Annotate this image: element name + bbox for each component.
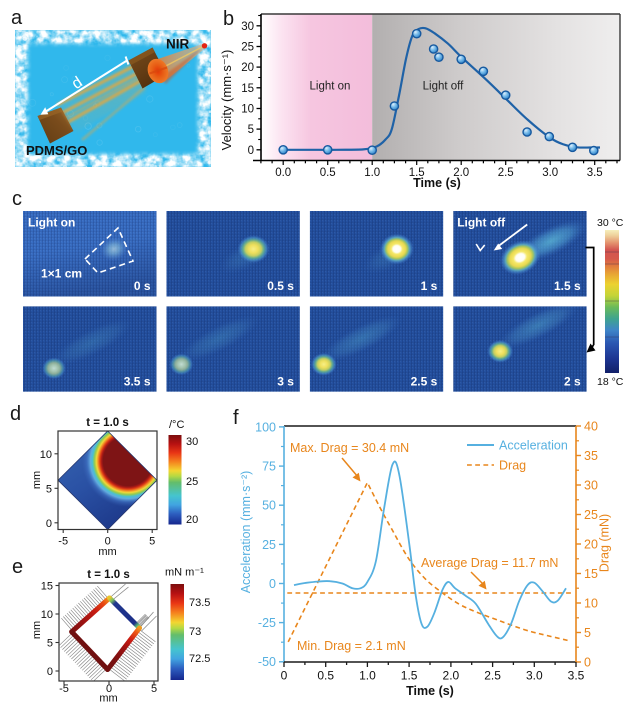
- svg-text:73: 73: [189, 626, 201, 638]
- svg-text:0 s: 0 s: [134, 279, 151, 293]
- svg-text:Drag: Drag: [499, 459, 526, 473]
- svg-text:5: 5: [149, 536, 155, 548]
- svg-text:30: 30: [584, 478, 598, 492]
- svg-text:-5: -5: [58, 536, 68, 548]
- svg-text:2.0: 2.0: [443, 669, 460, 683]
- svg-text:d: d: [10, 403, 21, 425]
- svg-text:3.0: 3.0: [542, 167, 558, 179]
- svg-text:-25: -25: [258, 616, 276, 630]
- svg-text:2 s: 2 s: [564, 374, 581, 388]
- svg-text:1.0: 1.0: [359, 669, 376, 683]
- svg-text:a: a: [11, 7, 23, 29]
- svg-text:mN m⁻¹: mN m⁻¹: [165, 567, 204, 579]
- svg-text:mm: mm: [31, 471, 43, 489]
- svg-text:mm: mm: [98, 546, 116, 558]
- svg-text:15: 15: [584, 567, 598, 581]
- svg-text:40: 40: [584, 419, 598, 433]
- svg-text:-5: -5: [59, 683, 69, 695]
- svg-text:15: 15: [241, 83, 254, 95]
- svg-text:10: 10: [41, 609, 53, 621]
- svg-text:0: 0: [47, 666, 53, 678]
- svg-text:1 s: 1 s: [421, 279, 438, 293]
- svg-text:0: 0: [106, 683, 112, 695]
- svg-text:10: 10: [40, 449, 52, 461]
- svg-text:NIR: NIR: [166, 37, 190, 52]
- svg-text:3.5 s: 3.5 s: [124, 374, 151, 388]
- svg-text:0: 0: [269, 577, 276, 591]
- svg-text:25: 25: [186, 476, 198, 488]
- svg-text:Light on: Light on: [28, 216, 75, 230]
- svg-text:1.0: 1.0: [364, 167, 380, 179]
- svg-text:0.5: 0.5: [320, 167, 336, 179]
- svg-text:-50: -50: [258, 655, 276, 669]
- svg-text:35: 35: [584, 449, 598, 463]
- svg-text:0: 0: [46, 518, 52, 530]
- svg-text:mm: mm: [99, 693, 117, 705]
- svg-text:20: 20: [241, 62, 254, 74]
- svg-text:30 °C: 30 °C: [597, 217, 624, 229]
- svg-text:5: 5: [151, 683, 157, 695]
- svg-text:15: 15: [41, 581, 53, 593]
- svg-text:Drag (mN): Drag (mN): [598, 514, 612, 572]
- svg-text:c: c: [12, 188, 22, 210]
- svg-text:3.5: 3.5: [587, 167, 603, 179]
- svg-text:73.5: 73.5: [189, 597, 210, 609]
- svg-text:10: 10: [241, 103, 254, 115]
- svg-text:2.5: 2.5: [498, 167, 514, 179]
- svg-text:Light off: Light off: [423, 81, 465, 93]
- svg-text:mm: mm: [31, 621, 43, 639]
- svg-text:100: 100: [255, 420, 276, 434]
- svg-text:3.5: 3.5: [568, 669, 585, 683]
- svg-text:0.0: 0.0: [275, 167, 291, 179]
- svg-text:Average Drag = 11.7 mN: Average Drag = 11.7 mN: [421, 556, 558, 570]
- svg-text:72.5: 72.5: [189, 653, 210, 665]
- svg-text:Time (s): Time (s): [413, 176, 461, 190]
- svg-text:2.5: 2.5: [484, 669, 501, 683]
- svg-text:25: 25: [241, 41, 254, 53]
- svg-text:0.5: 0.5: [317, 669, 334, 683]
- svg-text:2.5 s: 2.5 s: [411, 374, 438, 388]
- svg-text:20: 20: [186, 514, 198, 526]
- svg-text:f: f: [233, 407, 239, 429]
- svg-text:Acceleration: Acceleration: [499, 439, 568, 453]
- svg-text:0.5 s: 0.5 s: [267, 279, 294, 293]
- svg-text:50: 50: [262, 499, 276, 513]
- svg-text:5: 5: [46, 483, 52, 495]
- svg-text:/°C: /°C: [169, 419, 184, 431]
- svg-text:t = 1.0 s: t = 1.0 s: [87, 569, 130, 581]
- svg-text:Velocity (mm·s⁻¹): Velocity (mm·s⁻¹): [219, 50, 234, 151]
- svg-text:t = 1.0 s: t = 1.0 s: [86, 417, 129, 429]
- svg-text:Light on: Light on: [310, 81, 351, 93]
- svg-text:1×1 cm: 1×1 cm: [41, 267, 82, 281]
- svg-text:75: 75: [262, 459, 276, 473]
- svg-text:3.0: 3.0: [526, 669, 543, 683]
- svg-text:b: b: [223, 8, 234, 30]
- svg-text:Time (s): Time (s): [406, 684, 454, 698]
- svg-text:Min. Drag = 2.1 mN: Min. Drag = 2.1 mN: [297, 639, 406, 653]
- svg-text:Acceleration (mm·s⁻²): Acceleration (mm·s⁻²): [239, 471, 253, 594]
- svg-text:0: 0: [584, 655, 591, 669]
- svg-text:Max. Drag = 30.4 mN: Max. Drag = 30.4 mN: [290, 441, 409, 455]
- svg-text:10: 10: [584, 596, 598, 610]
- svg-text:e: e: [12, 556, 23, 578]
- svg-text:0: 0: [281, 669, 288, 683]
- svg-text:1.5 s: 1.5 s: [554, 279, 581, 293]
- svg-text:3 s: 3 s: [277, 374, 294, 388]
- svg-text:30: 30: [186, 436, 198, 448]
- svg-text:1.5: 1.5: [401, 669, 418, 683]
- svg-text:PDMS/GO: PDMS/GO: [26, 143, 87, 158]
- svg-text:18 °C: 18 °C: [597, 376, 624, 388]
- svg-text:5: 5: [248, 124, 254, 136]
- svg-text:1.5: 1.5: [409, 167, 425, 179]
- svg-text:2.0: 2.0: [453, 167, 469, 179]
- svg-text:0: 0: [248, 145, 254, 157]
- svg-text:5: 5: [584, 626, 591, 640]
- svg-text:5: 5: [47, 638, 53, 650]
- svg-text:30: 30: [241, 21, 254, 33]
- svg-text:25: 25: [584, 508, 598, 522]
- svg-text:25: 25: [262, 538, 276, 552]
- svg-text:20: 20: [584, 537, 598, 551]
- svg-text:0: 0: [105, 536, 111, 548]
- svg-text:Light off: Light off: [457, 216, 506, 230]
